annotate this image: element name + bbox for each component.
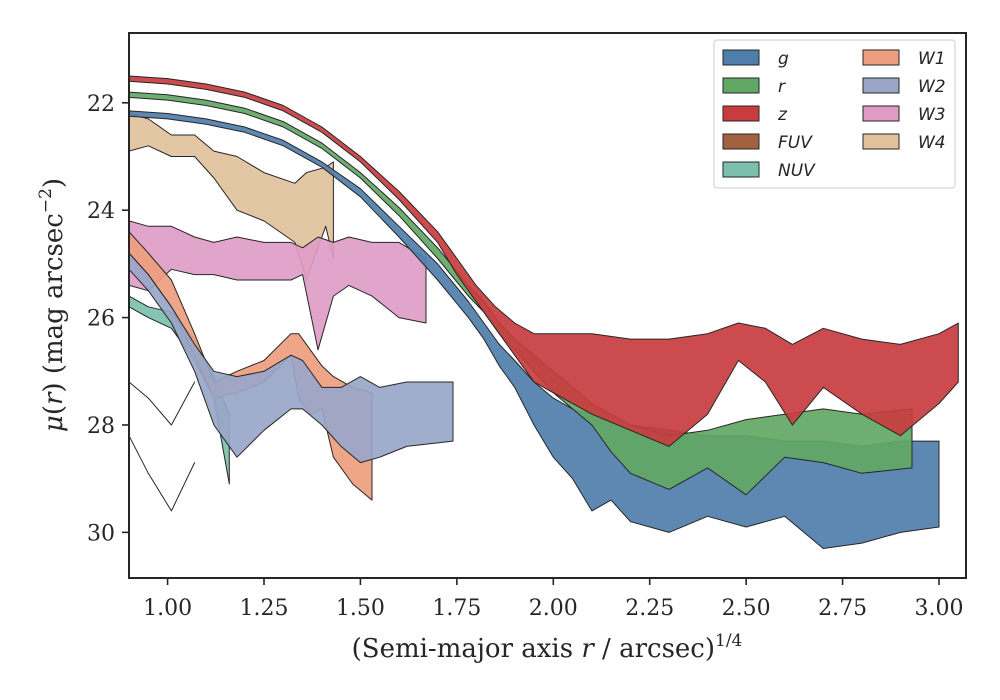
legend-label-w3: W3: [918, 105, 946, 125]
legend-swatch-w4: [862, 133, 900, 150]
band-w2: [129, 252, 454, 464]
legend-swatch-z: [722, 105, 760, 122]
legend-label-g: g: [778, 49, 789, 69]
legend-swatch-w3: [862, 105, 900, 122]
y-tick-label: 22: [87, 92, 115, 117]
x-tick-label: 1.75: [432, 596, 481, 621]
x-tick-label: 2.75: [818, 596, 867, 621]
x-tick-label: 1.00: [143, 596, 192, 621]
profile-bands: [129, 75, 959, 549]
band-z: [129, 75, 959, 447]
plot-frame: [128, 32, 967, 579]
y-tick-label: 28: [87, 414, 115, 439]
y-axis-ticks: 22 24 26 28 30: [87, 92, 129, 546]
x-tick-label: 1.25: [240, 596, 289, 621]
legend-swatch-w1: [862, 49, 900, 66]
legend-label-fuv: FUV: [778, 133, 813, 153]
legend-label-w1: W1: [918, 49, 946, 69]
legend-label-r: r: [778, 77, 786, 97]
legend-swatch-w2: [862, 77, 900, 94]
x-tick-label: 3.00: [915, 596, 964, 621]
x-axis-ticks: 1.00 1.25 1.50 1.75 2.00 2.25 2.50 2.75 3.00: [143, 578, 963, 621]
band-w3: [129, 220, 427, 351]
x-tick-label: 1.50: [336, 596, 385, 621]
band-fuv: [129, 381, 196, 512]
legend-frame: [713, 39, 956, 189]
legend-label-z: z: [777, 105, 788, 125]
legend-swatch-fuv: [722, 133, 760, 150]
legend-swatch-nuv: [722, 161, 760, 178]
legend-label-w4: W4: [918, 133, 946, 153]
legend-label-nuv: NUV: [778, 161, 816, 181]
x-tick-label: 2.00: [529, 596, 578, 621]
legend-label-w2: W2: [918, 77, 946, 97]
x-tick-label: 2.25: [625, 596, 674, 621]
y-tick-label: 24: [87, 199, 115, 224]
y-tick-label: 30: [87, 521, 115, 546]
legend-swatch-g: [722, 49, 760, 66]
legend: grz FUV NUV W1 W2 W3 W4: [713, 39, 956, 189]
x-axis-label: (Semi-major axis r / arcsec)1/4: [352, 631, 743, 664]
y-tick-label: 26: [87, 307, 115, 332]
y-axis-label: μ(r) (mag arcsec−2): [36, 178, 69, 432]
legend-swatch-r: [722, 77, 760, 94]
x-tick-label: 2.50: [722, 596, 771, 621]
